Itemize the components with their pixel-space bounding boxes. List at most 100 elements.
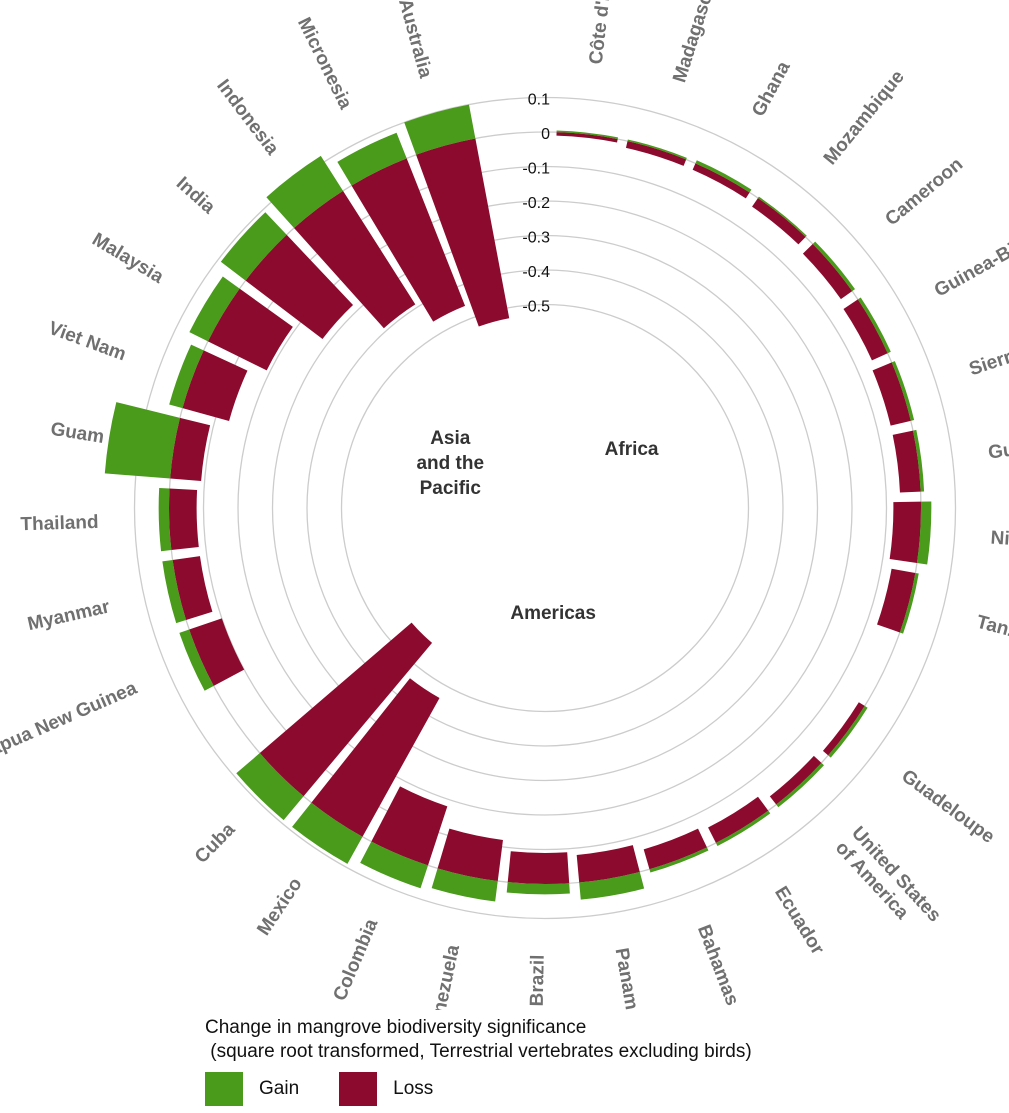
country-label-micronesia: Micronesia: [293, 14, 356, 113]
country-label-cote-d-ivoire: Côte d'Ivoire: [586, 0, 620, 65]
country-label-line: Ecuador: [770, 883, 828, 959]
radial-tick-label: -0.3: [522, 230, 550, 247]
country-label-line: Brazil: [527, 954, 549, 1006]
region-label-line: Americas: [510, 603, 596, 624]
legend-swatch-gain: [205, 1072, 243, 1106]
bar-loss-indonesia: [294, 190, 416, 329]
radial-tick-label: -0.2: [522, 195, 550, 212]
bar-loss-ghana: [692, 163, 750, 199]
country-label-guinea-bissau: Guinea-Bissau: [931, 219, 1009, 302]
country-label-line: Myanmar: [26, 596, 113, 635]
country-label-line: Panama: [611, 946, 644, 1010]
country-label-madagascar: Madagascar: [669, 0, 722, 85]
bar-gain-guinea: [912, 429, 925, 492]
bar-loss-cameroon: [802, 243, 853, 300]
bar-gain-thailand: [158, 488, 172, 552]
bar-loss-tanzania: [877, 568, 916, 633]
bar-loss-brazil: [507, 851, 570, 885]
bar-loss-guinea: [892, 430, 921, 493]
country-label-line: Nigeria: [990, 528, 1009, 553]
bar-gain-india: [220, 212, 287, 281]
bar-gain-australia: [404, 104, 476, 155]
country-label-line: Australia: [394, 0, 436, 81]
bar-gain-ecuador: [715, 810, 771, 846]
country-label-line: Guinea: [987, 435, 1009, 464]
bar-loss-malaysia: [207, 288, 293, 371]
radial-tick-label: 0.1: [528, 92, 550, 109]
country-label-panama: Panama: [611, 946, 644, 1010]
country-label-line: Cameroon: [882, 154, 968, 230]
country-label-line: Tanzania: [974, 612, 1009, 653]
bar-loss-united-states-of-america: [769, 755, 822, 805]
country-label-bahamas: Bahamas: [693, 922, 743, 1008]
radial-tick-label: -0.5: [522, 299, 550, 316]
region-labels: Africa Americas Asia and the Pacific: [416, 428, 658, 624]
bar-gain-bahamas: [649, 847, 709, 873]
country-label-line: Guam: [49, 419, 106, 448]
grid-circle-4: [271, 234, 819, 782]
bar-gain-indonesia: [266, 155, 344, 229]
bar-loss-panama: [576, 845, 640, 883]
bar-gain-myanmar: [162, 559, 187, 624]
legend: Change in mangrove biodiversity signific…: [205, 1016, 985, 1106]
bar-loss-ecuador: [708, 796, 769, 843]
country-label-venezuela: Venezuela: [425, 943, 465, 1010]
bar-gain-mozambique: [757, 196, 807, 237]
region-label-line: Africa: [605, 439, 659, 460]
country-label-australia: Australia: [394, 0, 436, 81]
country-label-cuba: Cuba: [191, 819, 240, 868]
bar-loss-sierra-leone: [872, 362, 911, 426]
legend-label-gain: Gain: [259, 1078, 300, 1099]
region-label-line: and the: [416, 453, 484, 474]
bar-loss-nigeria: [889, 501, 922, 564]
country-labels: Côte d'Ivoire Madagascar Ghana MozambiqueCa…: [0, 0, 1009, 1010]
country-label-line: Malaysia: [88, 229, 167, 288]
country-label-line: Thailand: [20, 512, 99, 535]
bar-loss-bahamas: [643, 828, 707, 870]
bar-gain-viet-nam: [169, 344, 204, 409]
country-label-line: Viet Nam: [46, 318, 129, 366]
bar-loss-cuba: [259, 622, 433, 797]
country-label-brazil: Brazil: [527, 954, 549, 1006]
country-label-nigeria: Nigeria: [990, 528, 1009, 553]
bar-loss-mozambique: [752, 198, 806, 245]
bar-gain-madagascar: [627, 139, 687, 160]
legend-items: Gain Loss: [205, 1072, 985, 1106]
bar-loss-venezuela: [437, 828, 503, 882]
legend-swatch-loss: [339, 1072, 378, 1106]
bar-loss-australia: [416, 138, 510, 327]
country-label-line: Sierra Leone: [967, 325, 1009, 381]
country-label-line: Côte d'Ivoire: [586, 0, 620, 65]
country-label-line: Cuba: [191, 819, 240, 868]
country-label-line: Venezuela: [425, 943, 465, 1010]
country-label-guadeloupe: Guadeloupe: [897, 766, 998, 848]
country-label-sierra-leone: Sierra Leone: [967, 325, 1009, 381]
bar-gain-colombia: [360, 841, 429, 889]
country-label-mozambique: Mozambique: [820, 67, 909, 169]
bar-gain-guinea-bissau: [857, 297, 891, 354]
bar-loss-cote-d-ivoire: [556, 132, 618, 143]
bar-gain-panama: [579, 871, 645, 900]
country-label-ecuador: Ecuador: [770, 883, 828, 959]
bar-loss-myanmar: [172, 556, 213, 620]
legend-label-loss: Loss: [393, 1078, 434, 1099]
bar-loss-guinea-bissau: [843, 299, 888, 361]
grid-circle-2: [202, 165, 888, 851]
region-label-asia-and-the-pacific: Asia and the Pacific: [416, 428, 484, 499]
bar-gain-brazil: [506, 882, 570, 895]
bar-gain-nigeria: [916, 501, 932, 565]
country-label-indonesia: Indonesia: [212, 76, 283, 160]
country-label-line: Guinea-Bissau: [931, 219, 1009, 302]
bar-loss-madagascar: [625, 141, 687, 166]
country-label-line: Guadeloupe: [897, 766, 998, 848]
country-label-line: Micronesia: [293, 14, 356, 113]
country-label-myanmar: Myanmar: [26, 596, 113, 635]
country-label-united-states-of-america: United Statesof America: [831, 823, 945, 941]
country-label-papua-new-guinea: Papua New Guinea: [0, 678, 141, 766]
bar-loss-colombia: [371, 786, 448, 866]
country-label-line: Ghana: [748, 58, 795, 120]
country-label-india: India: [172, 173, 219, 219]
legend-item-gain: Gain: [205, 1072, 299, 1106]
country-label-viet-nam: Viet Nam: [46, 318, 129, 366]
country-label-line: Bahamas: [693, 922, 743, 1008]
